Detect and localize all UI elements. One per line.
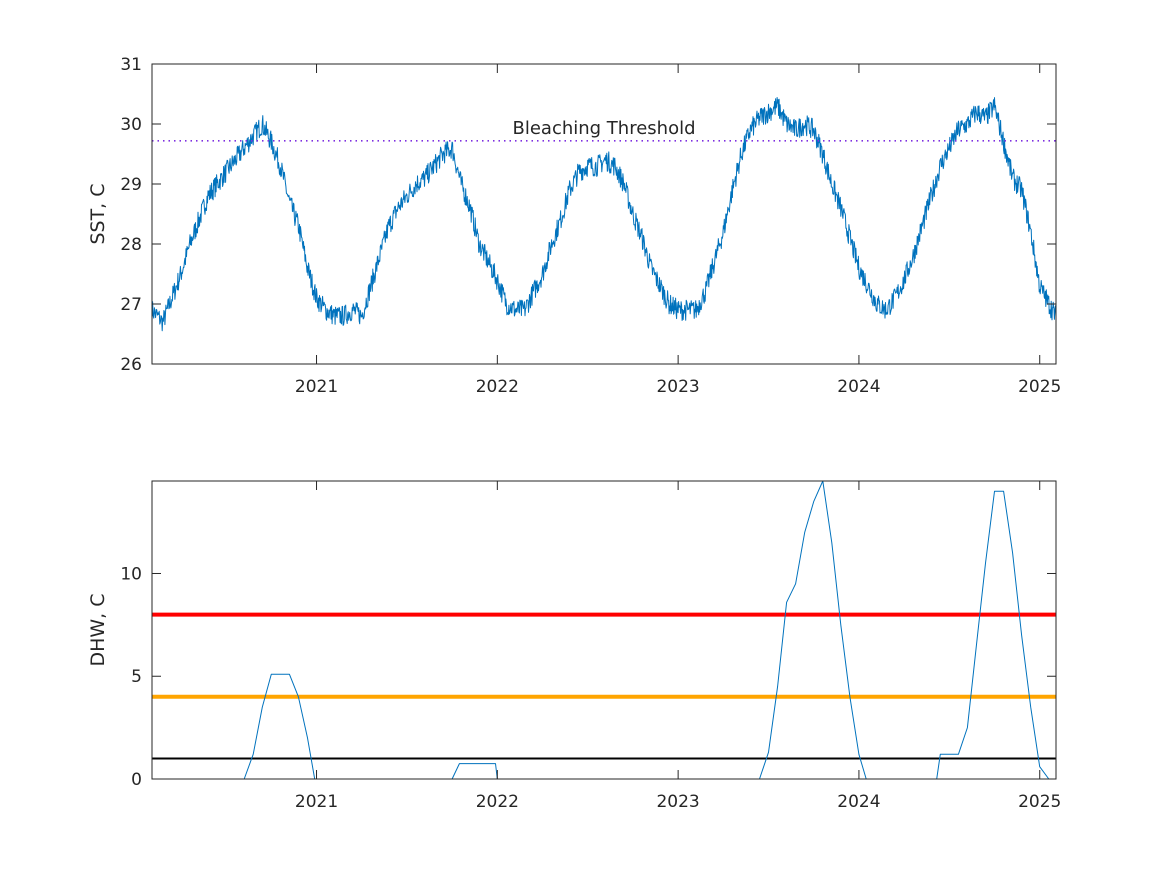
sst-y-axis-label: SST, C [87, 183, 109, 244]
dhw-x-tick-label: 2024 [837, 792, 880, 812]
dhw-series-layer [152, 480, 1056, 780]
dhw-axes: 2021 2022 2023 2024 2025 0 5 10 DHW, C [87, 480, 1061, 812]
dhw-reference-layer [152, 612, 1056, 760]
sst-y-tick-label: 29 [120, 175, 142, 195]
sst-y-tick-label: 30 [120, 115, 142, 135]
sst-x-tick-label: 2024 [837, 377, 880, 397]
sst-x-tick-label: 2025 [1018, 377, 1061, 397]
dhw-y-tick-label: 5 [131, 667, 142, 687]
sst-tick-layer: 2021 2022 2023 2024 2025 26 27 28 29 30 31 [120, 55, 1061, 397]
sst-axes-frame [151, 63, 1057, 365]
dhw-series-line [152, 480, 1056, 780]
sst-y-tick-label: 28 [120, 235, 142, 255]
dhw-axes-frame [151, 480, 1057, 780]
sst-series-line [151, 97, 1057, 332]
sst-y-tick-label: 31 [120, 55, 142, 75]
sst-x-tick-label: 2021 [295, 377, 338, 397]
dhw-tick-layer: 2021 2022 2023 2024 2025 0 5 10 [120, 481, 1061, 812]
sst-y-tick-label: 27 [120, 295, 142, 315]
sst-x-tick-label: 2022 [476, 377, 519, 397]
sst-x-tick-label: 2023 [656, 377, 699, 397]
dhw-x-tick-label: 2022 [476, 792, 519, 812]
dhw-x-tick-label: 2025 [1018, 792, 1061, 812]
bleaching-threshold-label: Bleaching Threshold [512, 118, 695, 139]
dhw-y-axis-label: DHW, C [87, 593, 109, 666]
dhw-y-tick-label: 0 [131, 770, 142, 790]
dhw-x-tick-label: 2023 [656, 792, 699, 812]
sst-y-tick-label: 26 [120, 355, 142, 375]
dhw-y-tick-label: 10 [120, 564, 142, 584]
sst-series-layer [151, 97, 1057, 332]
dhw-x-tick-label: 2021 [295, 792, 338, 812]
